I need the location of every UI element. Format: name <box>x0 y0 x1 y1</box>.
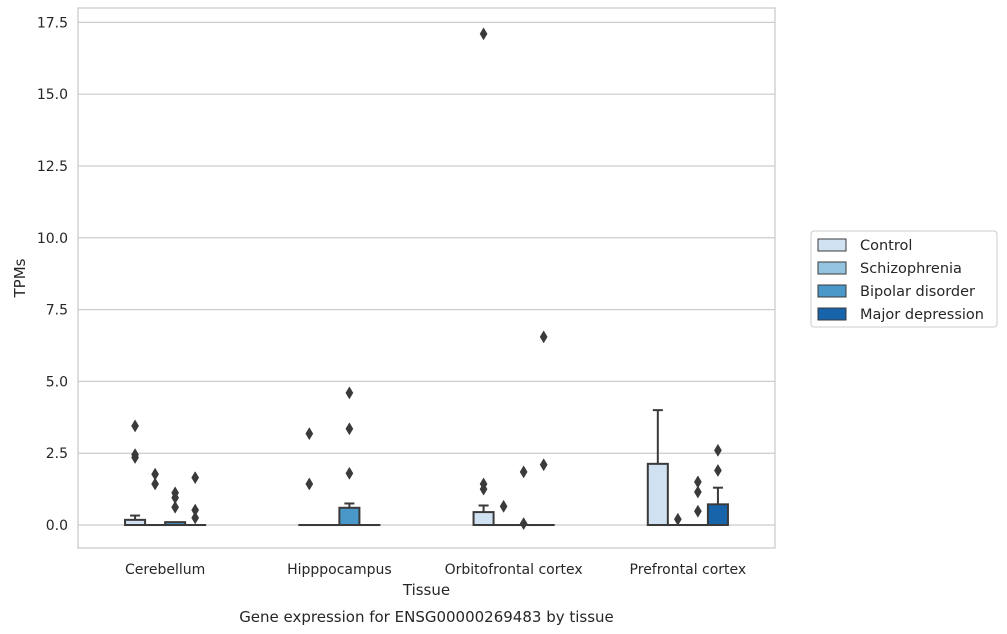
box-2-1 <box>338 386 361 527</box>
outlier-point <box>131 451 139 465</box>
outlier-point <box>171 500 180 514</box>
x-tick-label: Cerebellum <box>125 562 205 578</box>
legend-label: Major depression <box>860 307 984 323</box>
legend-label: Bipolar disorder <box>860 284 975 300</box>
x-tick-label: Prefrontal cortex <box>630 562 747 578</box>
outlier-point <box>714 463 722 477</box>
box-3-3 <box>706 443 729 527</box>
outlier-point <box>479 27 488 41</box>
outlier-point <box>519 465 528 479</box>
legend-label: Control <box>860 238 912 254</box>
y-tick-label: 12.5 <box>37 159 68 175</box>
y-tick-label: 7.5 <box>46 303 68 319</box>
plot-frame <box>77 7 776 549</box>
legend-label: Schizophrenia <box>860 261 962 277</box>
box-body <box>472 511 495 527</box>
box-3-0 <box>184 471 207 527</box>
outlier-point <box>479 482 488 496</box>
y-tick-label: 2.5 <box>46 446 68 462</box>
y-tick-label: 15.0 <box>37 87 68 103</box>
y-axis-label: TPMs <box>11 258 29 298</box>
box-0-1 <box>298 427 321 527</box>
box-0-2 <box>472 27 495 527</box>
outlier-point <box>539 458 548 472</box>
grid-lines <box>78 21 775 526</box>
outlier-point <box>519 517 528 531</box>
box-2-2 <box>512 465 535 531</box>
x-axis-ticks: Cerebellum Hipppocampus Orbitofrontal cort… <box>125 562 746 578</box>
outlier-point <box>131 419 139 433</box>
legend: Control Schizophrenia Bipolar disorder Majo… <box>810 230 998 328</box>
x-tick-label: Hipppocampus <box>287 562 392 578</box>
outlier-point <box>694 504 702 518</box>
box-1-2 <box>492 499 515 527</box>
box-0-0 <box>124 419 147 527</box>
y-tick-label: 0.0 <box>46 518 68 534</box>
x-tick-label: Orbitofrontal cortex <box>445 562 583 578</box>
box-body <box>338 506 361 527</box>
box-2-3 <box>686 475 709 527</box>
outlier-point <box>345 386 354 400</box>
legend-swatch <box>817 261 847 275</box>
outlier-point <box>305 427 314 441</box>
box-3-2 <box>532 330 555 527</box>
box-1-0 <box>144 467 167 527</box>
box-body <box>706 503 729 527</box>
outlier-point <box>151 477 159 491</box>
legend-swatch <box>817 238 847 252</box>
box-0-3 <box>646 409 669 527</box>
legend-swatch <box>817 284 847 298</box>
legend-frame <box>810 230 998 328</box>
y-tick-label: 17.5 <box>37 15 68 31</box>
outlier-point <box>694 485 702 499</box>
outlier-point <box>714 443 722 457</box>
box-body <box>646 462 669 527</box>
chart-title: Gene expression for ENSG00000269483 by t… <box>239 608 614 626</box>
y-tick-label: 10.0 <box>37 231 68 247</box>
legend-swatch <box>817 307 847 321</box>
outlier-point <box>305 477 314 491</box>
box-2-0 <box>164 486 187 527</box>
y-tick-label: 5.0 <box>46 374 68 390</box>
outlier-point <box>345 466 354 480</box>
outlier-point <box>499 499 508 513</box>
outlier-point <box>673 512 682 526</box>
outlier-point <box>539 330 548 344</box>
outlier-point <box>345 422 354 436</box>
y-axis-ticks: 0.0 2.5 5.0 7.5 10.0 12.5 15.0 17.5 <box>37 15 68 534</box>
x-axis-label: Tissue <box>402 581 450 599</box>
box-1-3 <box>666 512 689 527</box>
boxes <box>124 27 729 531</box>
outlier-point <box>191 511 200 525</box>
outlier-point <box>191 471 200 485</box>
